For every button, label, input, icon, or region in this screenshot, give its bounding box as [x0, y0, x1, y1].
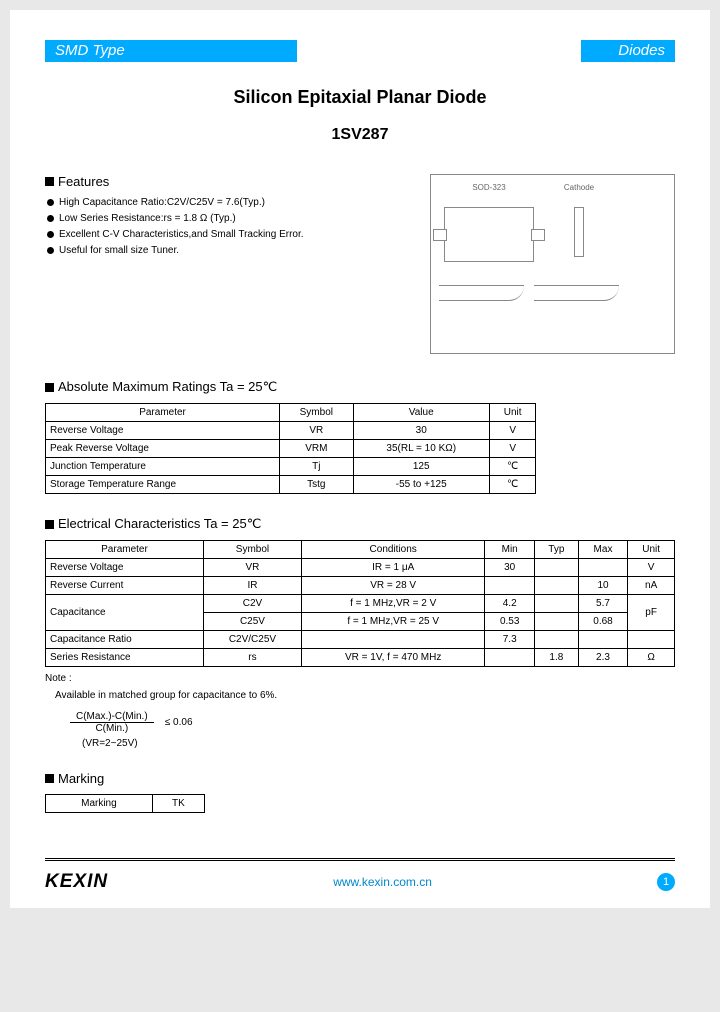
- bullet-icon: [47, 199, 54, 206]
- bullet-icon: [47, 215, 54, 222]
- datasheet-page: SMD Type Diodes Silicon Epitaxial Planar…: [10, 10, 710, 908]
- amr-table: Parameter Symbol Value Unit Reverse Volt…: [45, 403, 536, 494]
- feature-item: Low Series Resistance:rs = 1.8 Ω (Typ.): [59, 213, 236, 224]
- square-bullet-icon: [45, 177, 54, 186]
- square-bullet-icon: [45, 520, 54, 529]
- package-label: SOD-323: [439, 183, 539, 192]
- ec-section: Electrical Characteristics Ta = 25℃ Para…: [45, 516, 675, 749]
- package-top-view: [444, 207, 534, 262]
- col-header: Parameter: [46, 404, 280, 422]
- amr-heading: Absolute Maximum Ratings Ta = 25℃: [58, 379, 277, 395]
- note-label: Note :: [45, 673, 675, 684]
- package-drawing: SOD-323 Cathode: [430, 174, 675, 354]
- amr-section: Absolute Maximum Ratings Ta = 25℃ Parame…: [45, 379, 675, 494]
- features-list: High Capacitance Ratio:C2V/C25V = 7.6(Ty…: [45, 197, 410, 256]
- feature-item: Useful for small size Tuner.: [59, 245, 179, 256]
- ec-heading: Electrical Characteristics Ta = 25℃: [58, 516, 261, 532]
- brand-url: www.kexin.com.cn: [333, 875, 432, 889]
- formula: C(Max.)-C(Min.)C(Min.) ≤ 0.06 (VR=2~25V): [70, 711, 675, 749]
- page-title: Silicon Epitaxial Planar Diode: [45, 87, 675, 108]
- bullet-icon: [47, 231, 54, 238]
- header-category: SMD Type: [45, 40, 297, 62]
- ec-table: ParameterSymbolConditionsMinTypMaxUnit R…: [45, 540, 675, 667]
- feature-item: High Capacitance Ratio:C2V/C25V = 7.6(Ty…: [59, 197, 265, 208]
- package-foot-view: [439, 285, 524, 310]
- bullet-icon: [47, 247, 54, 254]
- footer: KEXIN www.kexin.com.cn 1: [45, 871, 675, 893]
- col-header: Symbol: [280, 404, 353, 422]
- cathode-label: Cathode: [549, 183, 609, 192]
- col-header: Unit: [489, 404, 535, 422]
- package-foot-view: [534, 285, 619, 310]
- col-header: Value: [353, 404, 489, 422]
- page-number: 1: [657, 873, 675, 891]
- part-number: 1SV287: [45, 126, 675, 144]
- features-heading: Features: [58, 174, 109, 189]
- package-side-view: [574, 207, 584, 257]
- feature-item: Excellent C-V Characteristics,and Small …: [59, 229, 304, 240]
- brand-logo: KEXIN: [45, 871, 108, 893]
- marking-table: MarkingTK: [45, 794, 205, 813]
- header-bar: SMD Type Diodes: [45, 40, 675, 62]
- note-text: Available in matched group for capacitan…: [55, 690, 675, 701]
- footer-divider: [45, 858, 675, 861]
- marking-heading: Marking: [58, 771, 104, 786]
- square-bullet-icon: [45, 383, 54, 392]
- features-section: Features High Capacitance Ratio:C2V/C25V…: [45, 174, 410, 354]
- header-type: Diodes: [581, 40, 676, 62]
- marking-section: Marking MarkingTK: [45, 771, 675, 813]
- square-bullet-icon: [45, 774, 54, 783]
